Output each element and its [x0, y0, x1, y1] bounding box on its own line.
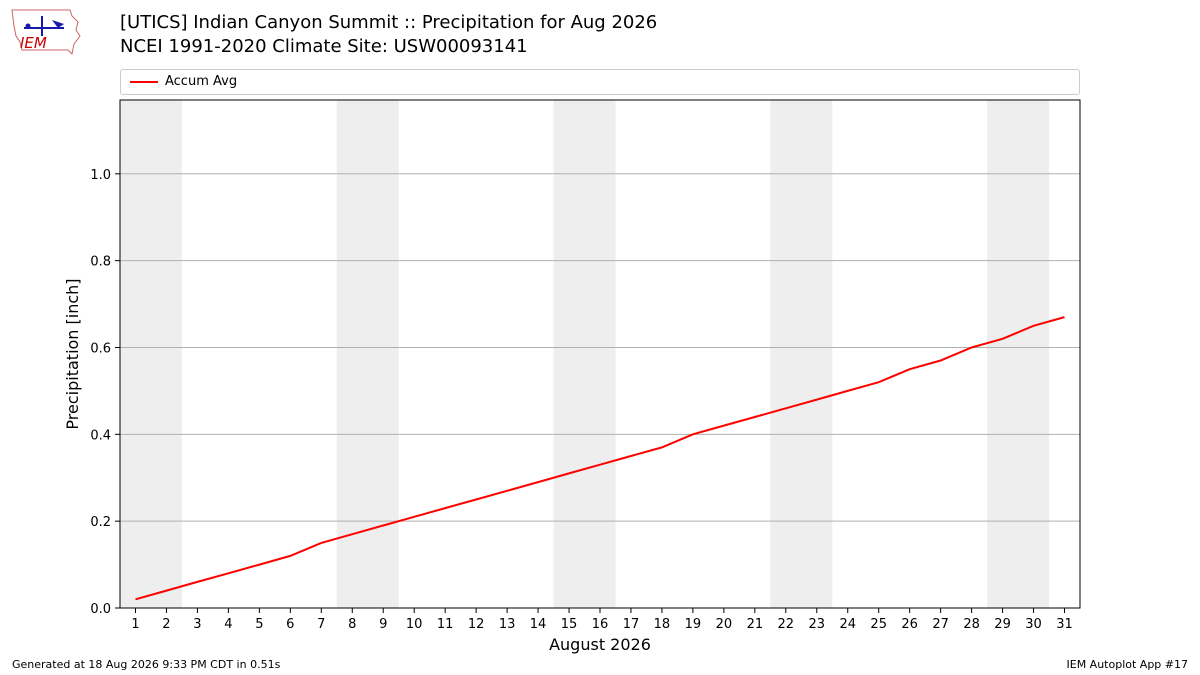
wind-vane-icon	[52, 20, 64, 28]
x-tick-label: 4	[224, 617, 232, 632]
y-tick-label: 0.4	[90, 428, 111, 443]
x-tick-label: 24	[839, 617, 856, 632]
x-tick-label: 16	[592, 617, 609, 632]
x-tick-label: 2	[162, 617, 170, 632]
x-tick-label: 18	[654, 617, 671, 632]
x-tick-label: 5	[255, 617, 263, 632]
generated-timestamp: Generated at 18 Aug 2026 9:33 PM CDT in …	[12, 658, 281, 671]
x-tick-label: 3	[193, 617, 201, 632]
x-tick-label: 1	[131, 617, 139, 632]
x-tick-label: 10	[406, 617, 423, 632]
x-tick-label: 12	[468, 617, 485, 632]
plot-frame	[119, 99, 1081, 609]
x-tick-label: 31	[1056, 617, 1073, 632]
weekend-bands	[120, 100, 1050, 608]
series-line-accum-avg	[135, 316, 1065, 601]
weekend-band	[336, 100, 399, 608]
x-tick-label: 9	[379, 617, 387, 632]
x-tick-label: 30	[1025, 617, 1042, 632]
logo-text: IEM	[20, 34, 47, 52]
x-tick-label: 14	[530, 617, 547, 632]
x-axis-label: August 2026	[549, 635, 651, 654]
weekend-band	[120, 100, 182, 608]
x-tick-label: 20	[716, 617, 733, 632]
x-tick-label: 17	[623, 617, 640, 632]
legend-label-accum-avg: Accum Avg	[165, 74, 238, 89]
x-tick-label: 29	[994, 617, 1011, 632]
legend: Accum Avg	[120, 69, 1080, 95]
x-axis-ticks: 1 2 3 4 5 6 7 8 9 10 11 12 13 14 15 16 17 18 19 20 21 22 23 24 2…	[131, 608, 1073, 632]
iowa-outline-shape	[11, 9, 81, 56]
x-tick-label: 23	[809, 617, 826, 632]
x-tick-label: 19	[685, 617, 702, 632]
y-tick-label: 0.0	[90, 602, 111, 617]
y-tick-label: 0.8	[90, 255, 111, 270]
x-tick-label: 13	[499, 617, 516, 632]
x-tick-label: 21	[747, 617, 764, 632]
x-tick-label: 7	[317, 617, 325, 632]
weekend-band	[770, 100, 833, 608]
x-tick-label: 15	[561, 617, 578, 632]
chart-title: [UTICS] Indian Canyon Summit :: Precipit…	[120, 12, 658, 33]
chart-subtitle: NCEI 1991-2020 Climate Site: USW00093141	[120, 36, 528, 57]
x-tick-label: 22	[778, 617, 795, 632]
y-tick-label: 0.6	[90, 341, 111, 356]
gridlines	[120, 173, 1080, 522]
y-axis-label: Precipitation [inch]	[63, 278, 82, 429]
x-tick-label: 27	[932, 617, 949, 632]
app-label: IEM Autoplot App #17	[1066, 658, 1189, 671]
x-tick-label: 25	[870, 617, 887, 632]
x-tick-label: 8	[348, 617, 356, 632]
weather-station-cup	[25, 23, 31, 29]
weekend-band	[553, 100, 616, 608]
y-axis-ticks: 0.0 0.2 0.4 0.6 0.8 1.0	[90, 168, 120, 617]
x-tick-label: 28	[963, 617, 980, 632]
y-tick-label: 1.0	[90, 168, 111, 183]
weekend-band	[987, 100, 1050, 608]
legend-swatch-accum-avg	[130, 81, 158, 83]
iem-logo: IEM	[11, 9, 81, 56]
y-tick-label: 0.2	[90, 515, 111, 530]
x-tick-label: 11	[437, 617, 454, 632]
x-tick-label: 26	[901, 617, 918, 632]
x-tick-label: 6	[286, 617, 294, 632]
